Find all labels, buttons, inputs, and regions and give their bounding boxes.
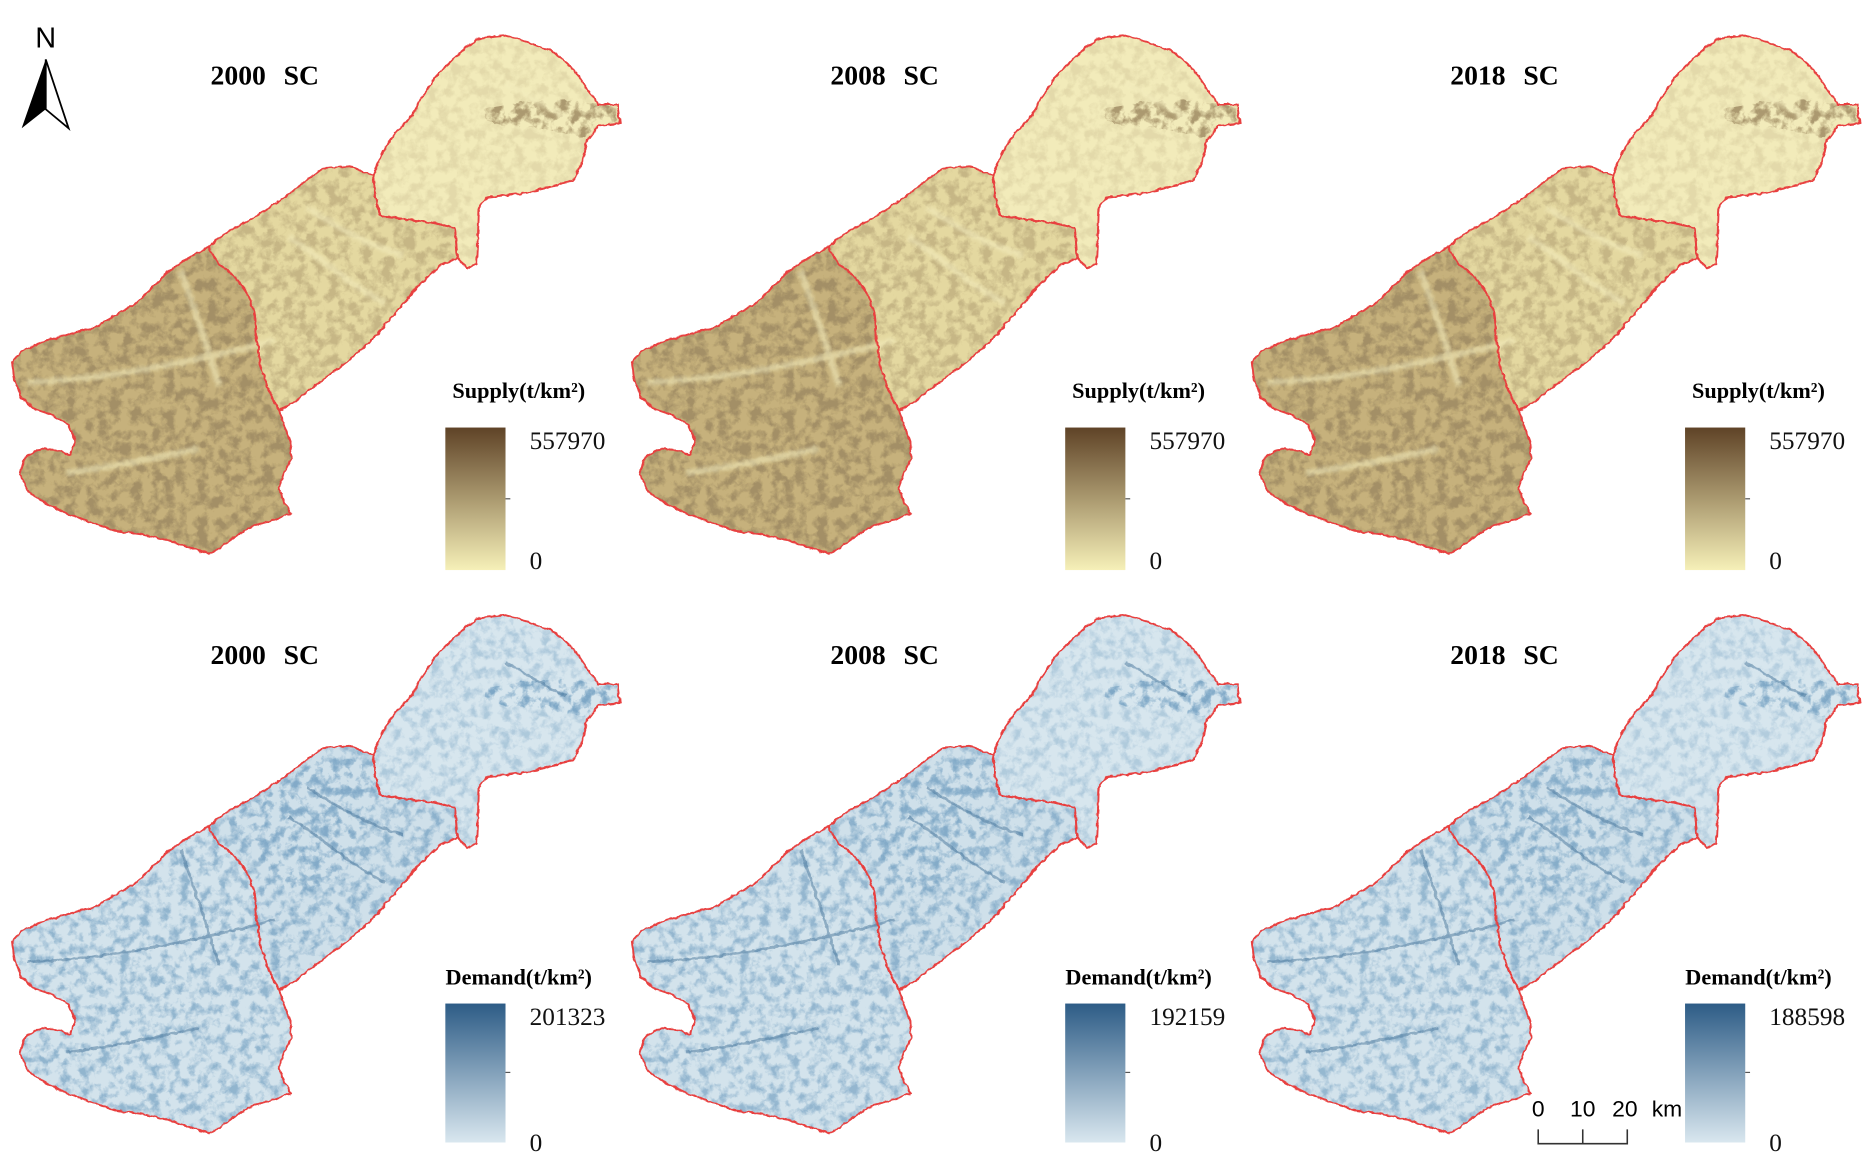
legend: Supply(t/km²) 557970 0 bbox=[445, 378, 605, 575]
legend: Demand(t/km²) 188598 0 bbox=[1685, 965, 1845, 1157]
legend: Supply(t/km²) 557970 0 bbox=[1065, 378, 1225, 575]
legend-min-label: 0 bbox=[1769, 1130, 1782, 1157]
legend-title: Demand(t/km²) bbox=[1065, 965, 1211, 990]
region-map bbox=[11, 34, 621, 555]
map-title: 2008 SC bbox=[830, 640, 938, 670]
legend-max-label: 557970 bbox=[530, 428, 606, 455]
supply-map-panel-2018: 2018 SC Supply(t/km²) 557970 0 bbox=[1250, 34, 1861, 575]
legend-title: Demand(t/km²) bbox=[446, 965, 592, 990]
supply-map-panel-2000: 2000 SC Supply(t/km²) 557970 0 bbox=[11, 34, 621, 575]
scale-bar-tick-label: 0 bbox=[1532, 1096, 1545, 1122]
legend-min-label: 0 bbox=[1149, 548, 1162, 575]
map-title: 2000 SC bbox=[211, 640, 319, 670]
legend-min-label: 0 bbox=[1769, 548, 1782, 575]
region-map bbox=[1250, 614, 1861, 1134]
region-map bbox=[630, 614, 1241, 1134]
legend-max-label: 192159 bbox=[1149, 1004, 1225, 1031]
color-ramp bbox=[445, 427, 506, 571]
color-ramp bbox=[1065, 427, 1126, 571]
demand-map-panel-2000: 2000 SC Demand(t/km²) 201323 0 bbox=[11, 614, 621, 1157]
scale-bar-unit: km bbox=[1652, 1096, 1682, 1122]
region-map bbox=[1250, 34, 1861, 555]
map-title: 2008 SC bbox=[830, 60, 938, 90]
legend-min-label: 0 bbox=[530, 1130, 543, 1157]
north-label: N bbox=[35, 23, 56, 55]
legend: Supply(t/km²) 557970 0 bbox=[1685, 378, 1845, 575]
legend-max-label: 201323 bbox=[530, 1004, 606, 1031]
scale-bar-tick-label: 20 bbox=[1612, 1096, 1637, 1122]
demand-map-panel-2018: 2018 SC Demand(t/km²) 188598 0 bbox=[1250, 614, 1861, 1157]
north-arrow-right-half bbox=[44, 59, 71, 131]
map-title: 2018 SC bbox=[1450, 640, 1558, 670]
scale-bar: 0 10 20 km bbox=[1532, 1096, 1682, 1145]
map-title: 2018 SC bbox=[1450, 60, 1558, 90]
demand-map-panel-2008: 2008 SC Demand(t/km²) 192159 0 bbox=[630, 614, 1241, 1157]
supply-map-panel-2008: 2008 SC Supply(t/km²) 557970 0 bbox=[630, 34, 1241, 575]
color-ramp bbox=[445, 1003, 506, 1143]
legend: Demand(t/km²) 192159 0 bbox=[1065, 965, 1225, 1157]
region-map bbox=[11, 614, 621, 1134]
scale-bar-line bbox=[1537, 1129, 1629, 1145]
legend-min-label: 0 bbox=[1149, 1130, 1162, 1157]
legend-title: Demand(t/km²) bbox=[1685, 965, 1831, 990]
scale-bar-tick-label: 10 bbox=[1570, 1096, 1595, 1122]
north-arrow-icon: N bbox=[21, 23, 71, 131]
legend-title: Supply(t/km²) bbox=[452, 378, 585, 403]
legend-max-label: 557970 bbox=[1149, 428, 1225, 455]
legend-max-label: 188598 bbox=[1769, 1004, 1845, 1031]
legend: Demand(t/km²) 201323 0 bbox=[445, 965, 605, 1157]
legend-max-label: 557970 bbox=[1769, 428, 1845, 455]
north-arrow-left-half bbox=[21, 59, 46, 129]
color-ramp bbox=[1685, 1003, 1746, 1143]
region-map bbox=[630, 34, 1241, 555]
legend-title: Supply(t/km²) bbox=[1072, 378, 1205, 403]
color-ramp bbox=[1685, 427, 1746, 571]
legend-title: Supply(t/km²) bbox=[1692, 378, 1825, 403]
map-title: 2000 SC bbox=[211, 60, 319, 90]
legend-min-label: 0 bbox=[530, 548, 543, 575]
color-ramp bbox=[1065, 1003, 1126, 1143]
